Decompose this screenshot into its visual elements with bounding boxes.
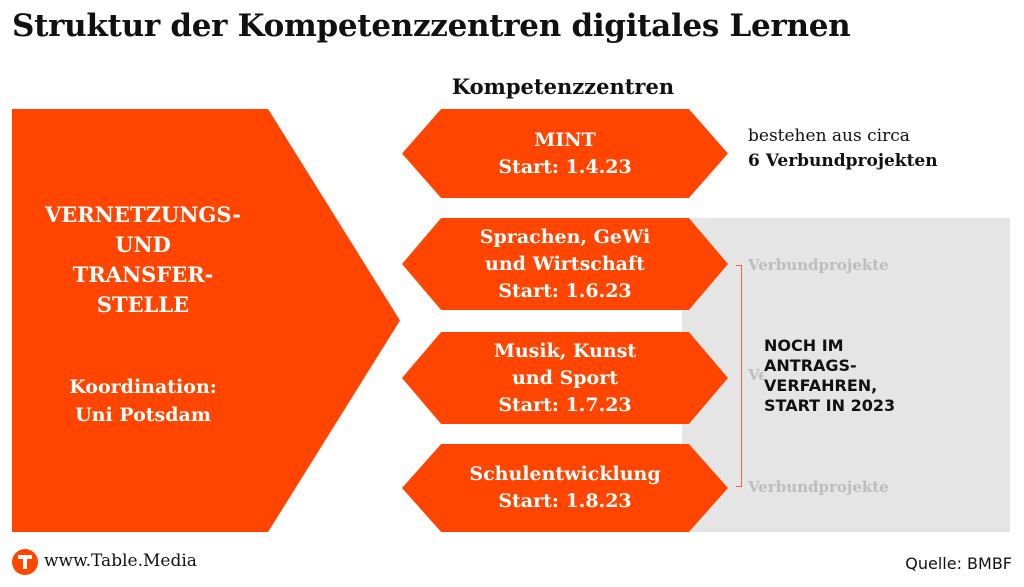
center-start-date: Start: 1.6.23 (498, 279, 632, 302)
mint-note-count: 6 Verbundprojekten (748, 151, 938, 171)
center-label-line: Musik, Kunst (493, 339, 637, 362)
coordination-line: Uni Potsdam (75, 404, 211, 426)
table-media-logo-icon (12, 549, 38, 575)
status-line: START IN 2023 (764, 396, 896, 415)
mint-note-line: bestehen aus circa (748, 126, 910, 146)
transfer-stelle-title-line: VERNETZUNGS- (44, 202, 241, 227)
transfer-stelle-title-line: TRANSFER- (72, 262, 214, 287)
ghost-label: Verbundprojekte (748, 256, 889, 274)
column-header: Kompetenzzentren (451, 74, 675, 99)
coordination-line: Koordination: (69, 376, 217, 398)
center-label-line: und Sport (511, 366, 618, 389)
center-start-date: Start: 1.7.23 (498, 393, 632, 416)
page-title: Struktur der Kompetenzzentren digitales … (12, 8, 851, 44)
center-mint: MINT Start: 1.4.23 (402, 109, 728, 198)
center-label-line: Sprachen, GeWi (479, 225, 651, 248)
transfer-stelle-coordination: Koordination: Uni Potsdam (12, 373, 274, 429)
center-musik: Musik, Kunst und Sport Start: 1.7.23 (402, 332, 728, 424)
center-label-line: MINT (534, 128, 596, 151)
ghost-label: Verbundprojekte (748, 478, 889, 496)
status-line: ANTRAGS- (764, 356, 857, 375)
transfer-stelle-arrow (12, 109, 400, 532)
center-label-line: und Wirtschaft (485, 252, 645, 275)
bracket (736, 265, 742, 487)
source-credit: Quelle: BMBF (905, 554, 1012, 573)
status-line: NOCH IM (764, 336, 844, 355)
center-start-date: Start: 1.4.23 (498, 155, 632, 178)
website-link[interactable]: www.Table.Media (44, 551, 197, 571)
transfer-stelle-title-line: UND (115, 232, 171, 257)
status-note: NOCH IM ANTRAGS- VERFAHREN, START IN 202… (764, 336, 944, 416)
mint-note: bestehen aus circa 6 Verbundprojekten (748, 124, 938, 174)
center-start-date: Start: 1.8.23 (498, 490, 632, 512)
center-schulentwicklung: Schulentwicklung Start: 1.8.23 (402, 444, 728, 532)
transfer-stelle-title-line: STELLE (96, 292, 190, 317)
status-line: VERFAHREN, (764, 376, 878, 395)
transfer-stelle-title: VERNETZUNGS- UND TRANSFER- STELLE (12, 200, 274, 320)
center-sprachen: Sprachen, GeWi und Wirtschaft Start: 1.6… (402, 218, 728, 310)
center-label-line: Schulentwicklung (469, 463, 661, 485)
